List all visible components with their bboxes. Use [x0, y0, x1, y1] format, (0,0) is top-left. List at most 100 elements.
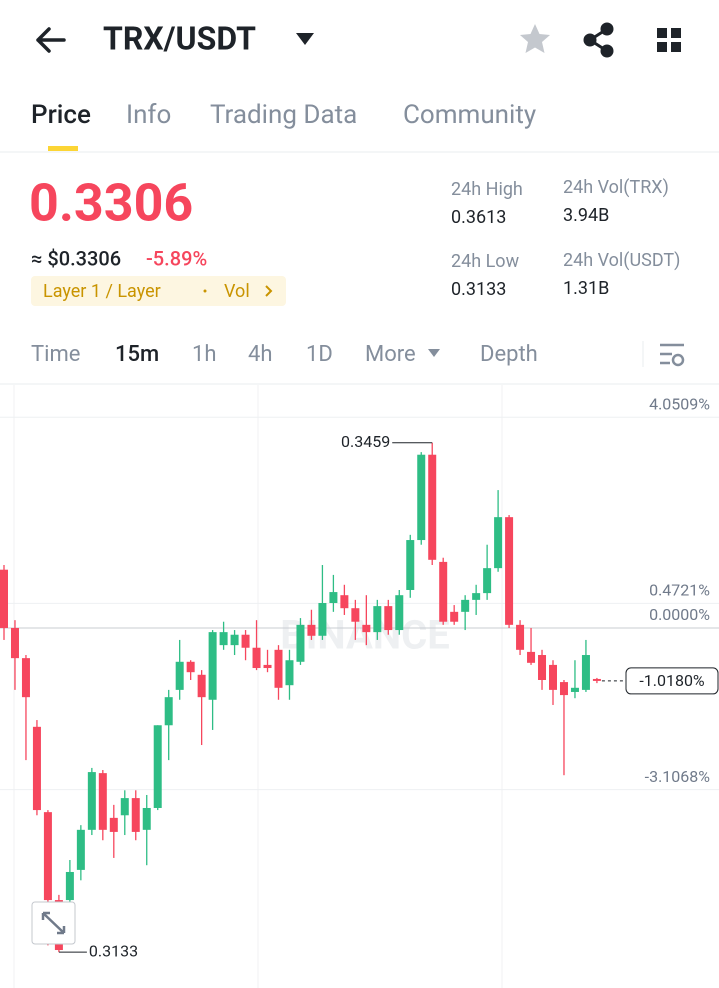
- price-change: -5.89%: [146, 246, 207, 270]
- candle-body: [230, 634, 239, 646]
- tab[interactable]: Info: [126, 100, 171, 130]
- stat-value: 0.3613: [451, 207, 506, 228]
- chart-settings[interactable]: [660, 343, 685, 367]
- high-label: 0.3459: [341, 432, 390, 451]
- interval[interactable]: More: [365, 342, 416, 367]
- stat-label: 24h Low: [451, 251, 520, 272]
- candle-body: [76, 829, 85, 870]
- share-button[interactable]: [583, 22, 614, 58]
- candle-body: [516, 624, 525, 650]
- candle-body: [241, 634, 250, 648]
- candle-body: [351, 608, 360, 622]
- candle-body: [450, 611, 459, 622]
- y-tick-label: 4.0509%: [649, 394, 710, 413]
- candle-body: [98, 773, 107, 830]
- candle-body: [164, 697, 173, 726]
- candle-body: [428, 454, 437, 560]
- tab[interactable]: Community: [403, 100, 536, 130]
- candle-body: [362, 624, 371, 633]
- candle-body: [175, 661, 184, 690]
- candle-body: [208, 632, 217, 700]
- tab-indicator: [48, 146, 78, 151]
- pair-dropdown[interactable]: [296, 33, 314, 45]
- candle-body: [373, 606, 382, 633]
- candle-body: [549, 664, 557, 690]
- candle-body: [461, 599, 470, 612]
- last-price: 0.3306: [29, 173, 193, 234]
- tag-dot: [203, 289, 207, 293]
- candle-body: [581, 655, 590, 690]
- stat-label: 24h Vol(USDT): [563, 250, 680, 271]
- candle-body: [285, 660, 294, 686]
- interval[interactable]: Depth: [480, 342, 538, 367]
- more-caret: [428, 349, 440, 357]
- candle-body: [406, 540, 415, 590]
- candle-body: [32, 726, 41, 811]
- candle-body: [483, 568, 492, 594]
- candle-body: [0, 569, 8, 628]
- expand-button[interactable]: [31, 901, 76, 945]
- usd-price: ≈ $0.3306: [31, 246, 121, 270]
- candle-body: [329, 592, 338, 603]
- candle-body: [417, 454, 426, 541]
- grid-menu[interactable]: [657, 28, 681, 52]
- tag-box[interactable]: [31, 276, 286, 306]
- candle-body: [296, 624, 305, 662]
- candle-body: [153, 725, 162, 808]
- tag-arrow: [265, 285, 273, 297]
- stat-value: 3.94B: [563, 205, 609, 226]
- candle-body: [395, 595, 404, 631]
- candle-body: [21, 658, 30, 698]
- candle-body: [318, 602, 327, 636]
- interval[interactable]: 1D: [306, 342, 333, 367]
- low-label: 0.3133: [89, 941, 138, 960]
- stat-value: 0.3133: [451, 279, 506, 300]
- back-button[interactable]: [36, 27, 66, 53]
- candle-body: [340, 595, 349, 609]
- candle-body: [109, 817, 118, 832]
- candle-body: [131, 798, 140, 832]
- candle-body: [494, 517, 503, 569]
- candle-body: [384, 606, 393, 631]
- chart: BINANCE 4.0509% 0.4721% 0.0000% -3.1068% 0.3…: [0, 385, 719, 988]
- tag-vol[interactable]: Vol: [224, 281, 250, 302]
- tab-active[interactable]: Price: [31, 100, 91, 130]
- y-tick-label: 0.0000%: [649, 605, 710, 624]
- candle-body: [307, 624, 316, 636]
- stat-label: 24h Vol(TRX): [563, 177, 669, 198]
- candle-body: [570, 687, 579, 692]
- interval[interactable]: 1h: [192, 342, 216, 367]
- candle-body: [142, 807, 151, 830]
- candle-body: [65, 871, 74, 901]
- y-tick-label: -3.1068%: [645, 767, 711, 786]
- tab[interactable]: Trading Data: [210, 100, 357, 130]
- candle-body: [472, 593, 481, 600]
- candle-body: [87, 772, 96, 830]
- interval-active[interactable]: 15m: [115, 342, 159, 367]
- favorite-star[interactable]: [520, 24, 550, 53]
- candle-body: [439, 561, 448, 622]
- current-box: [625, 667, 719, 695]
- candle-body: [219, 632, 228, 646]
- candle-body: [197, 674, 206, 698]
- candle-body: [505, 517, 514, 625]
- candle-body: [186, 661, 195, 673]
- y-tick-label: 0.4721%: [649, 581, 710, 600]
- candle-body: [263, 664, 272, 669]
- candle-body: [120, 798, 129, 816]
- candle-body: [538, 655, 547, 680]
- candle-body: [274, 649, 283, 688]
- interval[interactable]: 4h: [248, 342, 272, 367]
- stat-value: 1.31B: [563, 278, 609, 299]
- candle-body: [10, 627, 19, 659]
- candle-body: [592, 678, 601, 681]
- candle-body: [559, 682, 568, 696]
- pair-title[interactable]: TRX/USDT: [103, 19, 256, 57]
- watermark: BINANCE: [280, 612, 450, 659]
- stat-label: 24h High: [451, 179, 523, 200]
- candle-body: [43, 812, 52, 901]
- tag[interactable]: Layer 1 / Layer: [43, 281, 161, 302]
- candle-body: [527, 651, 536, 663]
- interval[interactable]: Time: [31, 342, 80, 367]
